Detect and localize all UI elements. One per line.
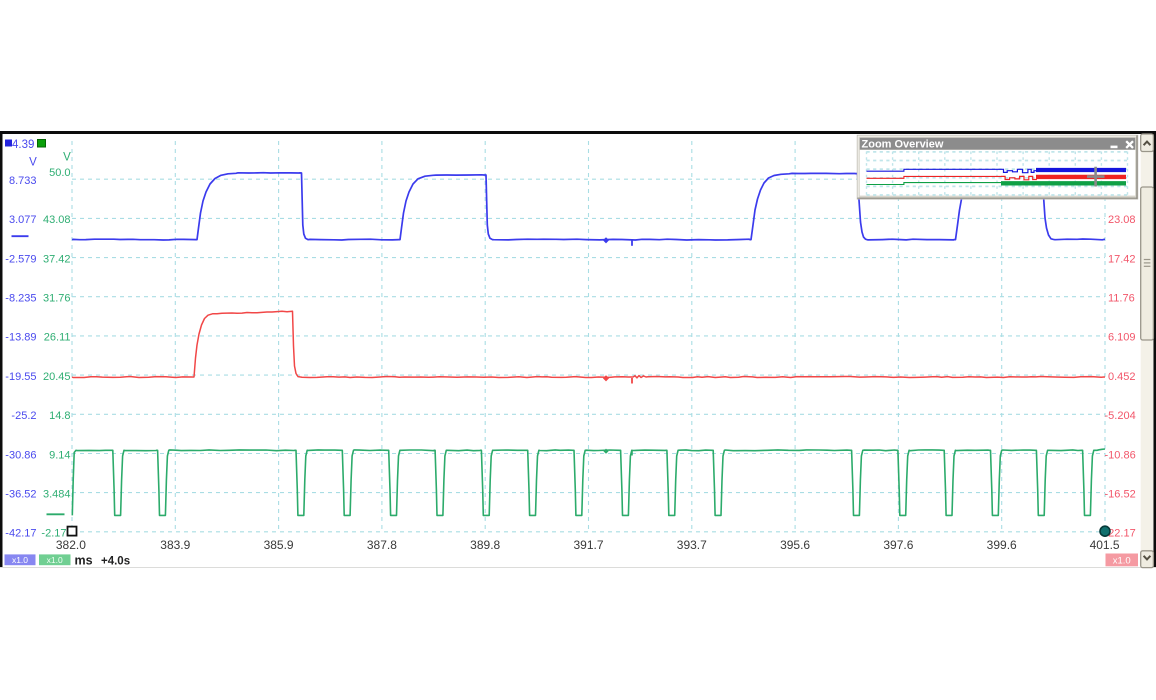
svg-text:387.8: 387.8: [367, 538, 397, 552]
svg-text:-42.17: -42.17: [5, 528, 36, 540]
svg-text:x1.0: x1.0: [47, 555, 63, 565]
svg-text:50.0: 50.0: [49, 167, 70, 179]
svg-text:-19.55: -19.55: [5, 371, 36, 383]
svg-text:383.9: 383.9: [160, 538, 190, 552]
svg-text:-25.2: -25.2: [11, 410, 36, 422]
svg-text:-8.235: -8.235: [5, 293, 36, 305]
svg-text:17.42: 17.42: [1108, 253, 1136, 265]
svg-text:-22.17: -22.17: [1105, 528, 1136, 540]
svg-text:9.14: 9.14: [49, 449, 70, 461]
svg-text:-36.52: -36.52: [5, 488, 36, 500]
svg-text:x1.0: x1.0: [12, 555, 28, 565]
svg-text:14.8: 14.8: [49, 410, 70, 422]
svg-text:-16.52: -16.52: [1105, 488, 1136, 500]
svg-text:31.76: 31.76: [43, 293, 71, 305]
svg-text:20.45: 20.45: [43, 371, 71, 383]
svg-text:-5.204: -5.204: [1105, 410, 1136, 422]
svg-text:x1.0: x1.0: [1113, 556, 1131, 567]
svg-text:-13.89: -13.89: [5, 332, 36, 344]
svg-text:-2.579: -2.579: [5, 253, 36, 265]
svg-text:401.5: 401.5: [1090, 538, 1120, 552]
svg-text:397.6: 397.6: [883, 538, 913, 552]
svg-text:11.76: 11.76: [1108, 293, 1135, 305]
svg-text:8.733: 8.733: [9, 175, 37, 187]
svg-text:-2.17: -2.17: [41, 528, 66, 540]
svg-text:395.6: 395.6: [780, 538, 810, 552]
svg-text:43.08: 43.08: [43, 214, 71, 226]
svg-text:391.7: 391.7: [573, 538, 603, 552]
svg-text:ms: ms: [75, 554, 93, 568]
svg-text:393.7: 393.7: [677, 538, 707, 552]
svg-text:Zoom Overview: Zoom Overview: [862, 138, 944, 150]
svg-text:385.9: 385.9: [264, 538, 294, 552]
svg-text:+4.0s: +4.0s: [101, 556, 130, 568]
svg-text:-30.86: -30.86: [5, 449, 36, 461]
svg-text:6.109: 6.109: [1108, 332, 1136, 344]
svg-text:399.6: 399.6: [987, 538, 1017, 552]
svg-text:389.8: 389.8: [470, 538, 500, 552]
svg-text:382.0: 382.0: [56, 538, 86, 552]
svg-text:-10.86: -10.86: [1105, 449, 1136, 461]
svg-text:3.077: 3.077: [9, 214, 37, 226]
svg-text:23.08: 23.08: [1108, 214, 1136, 226]
svg-text:26.11: 26.11: [44, 332, 71, 344]
svg-text:4.39: 4.39: [12, 139, 34, 151]
svg-text:0.452: 0.452: [1108, 371, 1136, 383]
svg-text:37.42: 37.42: [43, 253, 71, 265]
svg-text:V: V: [29, 157, 37, 169]
svg-text:V: V: [63, 152, 71, 164]
svg-text:3.484: 3.484: [43, 488, 71, 500]
